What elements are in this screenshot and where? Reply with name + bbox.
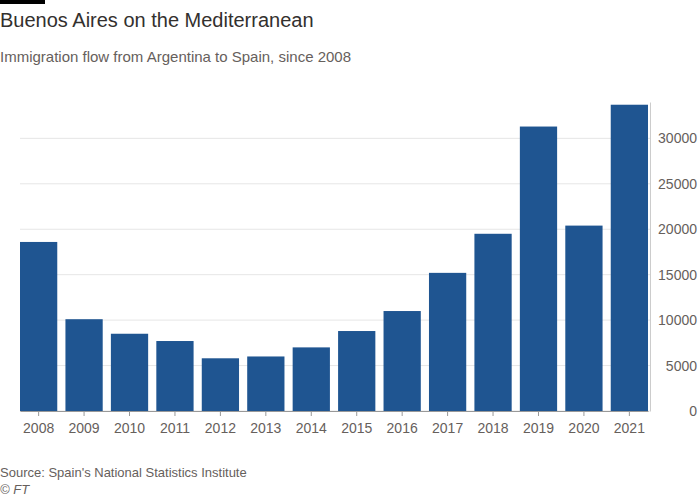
x-tick-label: 2010 bbox=[114, 420, 145, 436]
x-tick-mark bbox=[38, 411, 39, 416]
x-tick: 2011 bbox=[160, 411, 190, 436]
x-tick-mark bbox=[493, 411, 494, 416]
bar bbox=[338, 331, 375, 411]
x-tick: 2021 bbox=[614, 411, 645, 436]
x-tick: 2015 bbox=[341, 411, 372, 436]
x-tick-mark bbox=[629, 411, 630, 416]
x-tick: 2017 bbox=[432, 411, 463, 436]
x-tick-label: 2014 bbox=[296, 420, 327, 436]
bar bbox=[384, 311, 421, 411]
x-tick: 2016 bbox=[387, 411, 418, 436]
x-tick: 2012 bbox=[205, 411, 236, 436]
y-tick: 5000 bbox=[650, 358, 697, 374]
y-tick: 25000 bbox=[650, 176, 697, 192]
bar bbox=[156, 341, 193, 411]
x-tick: 2019 bbox=[523, 411, 554, 436]
x-tick-label: 2008 bbox=[23, 420, 54, 436]
x-tick-mark bbox=[265, 411, 266, 416]
y-tick-label: 15000 bbox=[658, 267, 697, 283]
x-tick-mark bbox=[311, 411, 312, 416]
brand-bar bbox=[0, 0, 45, 4]
y-tick-label: 25000 bbox=[658, 176, 697, 192]
subtitle: Immigration flow from Argentina to Spain… bbox=[0, 48, 351, 65]
chart: Buenos Aires on the Mediterranean Immigra… bbox=[0, 0, 700, 500]
bar bbox=[474, 234, 511, 411]
x-tick: 2020 bbox=[568, 411, 599, 436]
x-tick: 2008 bbox=[23, 411, 54, 436]
bar bbox=[565, 226, 602, 411]
x-tick-label: 2019 bbox=[523, 420, 554, 436]
x-tick: 2014 bbox=[296, 411, 327, 436]
bar bbox=[202, 358, 239, 411]
x-tick: 2018 bbox=[477, 411, 508, 436]
y-tick-label: 10000 bbox=[658, 312, 697, 328]
x-tick-mark bbox=[583, 411, 584, 416]
x-tick-label: 2021 bbox=[614, 420, 645, 436]
x-tick-label: 2015 bbox=[341, 420, 372, 436]
x-tick-label: 2016 bbox=[387, 420, 418, 436]
source: Source: Spain's National Statistics Inst… bbox=[0, 465, 247, 480]
x-tick-label: 2017 bbox=[432, 420, 463, 436]
x-tick: 2013 bbox=[250, 411, 281, 436]
bars bbox=[20, 105, 648, 411]
y-tick: 10000 bbox=[650, 312, 697, 328]
x-tick-mark bbox=[402, 411, 403, 416]
bar bbox=[247, 356, 284, 411]
x-tick-mark bbox=[84, 411, 85, 416]
y-tick-label: 20000 bbox=[658, 221, 697, 237]
y-tick: 0 bbox=[650, 403, 697, 419]
x-tick-mark bbox=[129, 411, 130, 416]
x-tick-label: 2011 bbox=[160, 420, 190, 436]
bar bbox=[611, 105, 648, 411]
x-tick-mark bbox=[356, 411, 357, 416]
bar bbox=[20, 242, 57, 411]
x-tick-mark bbox=[174, 411, 175, 416]
title: Buenos Aires on the Mediterranean bbox=[0, 9, 314, 31]
x-axis-line bbox=[21, 411, 649, 412]
credit: © FT bbox=[0, 482, 30, 497]
x-tick-label: 2013 bbox=[250, 420, 281, 436]
x-tick-mark bbox=[447, 411, 448, 416]
bar bbox=[429, 273, 466, 411]
x-tick-label: 2018 bbox=[477, 420, 508, 436]
bar bbox=[293, 347, 330, 411]
x-tick: 2009 bbox=[68, 411, 99, 436]
y-tick: 15000 bbox=[650, 267, 697, 283]
x-tick-label: 2009 bbox=[68, 420, 99, 436]
x-tick-mark bbox=[538, 411, 539, 416]
y-tick: 30000 bbox=[650, 130, 697, 146]
bar bbox=[520, 127, 557, 411]
y-tick-label: 0 bbox=[689, 403, 697, 419]
bar bbox=[111, 334, 148, 411]
bar bbox=[65, 319, 102, 411]
x-tick-mark bbox=[220, 411, 221, 416]
y-axis-line bbox=[650, 103, 651, 412]
y-axis: 0 5000 10000 15000 20000 25000 30000 bbox=[650, 103, 697, 419]
y-tick-label: 30000 bbox=[658, 130, 697, 146]
x-axis: 2008 2009 2010 2011 2012 2013 2014 2015 2016 2017… bbox=[21, 411, 649, 436]
y-tick: 20000 bbox=[650, 221, 697, 237]
x-tick: 2010 bbox=[114, 411, 145, 436]
x-tick-label: 2020 bbox=[568, 420, 599, 436]
y-tick-label: 5000 bbox=[666, 358, 697, 374]
x-tick-label: 2012 bbox=[205, 420, 236, 436]
